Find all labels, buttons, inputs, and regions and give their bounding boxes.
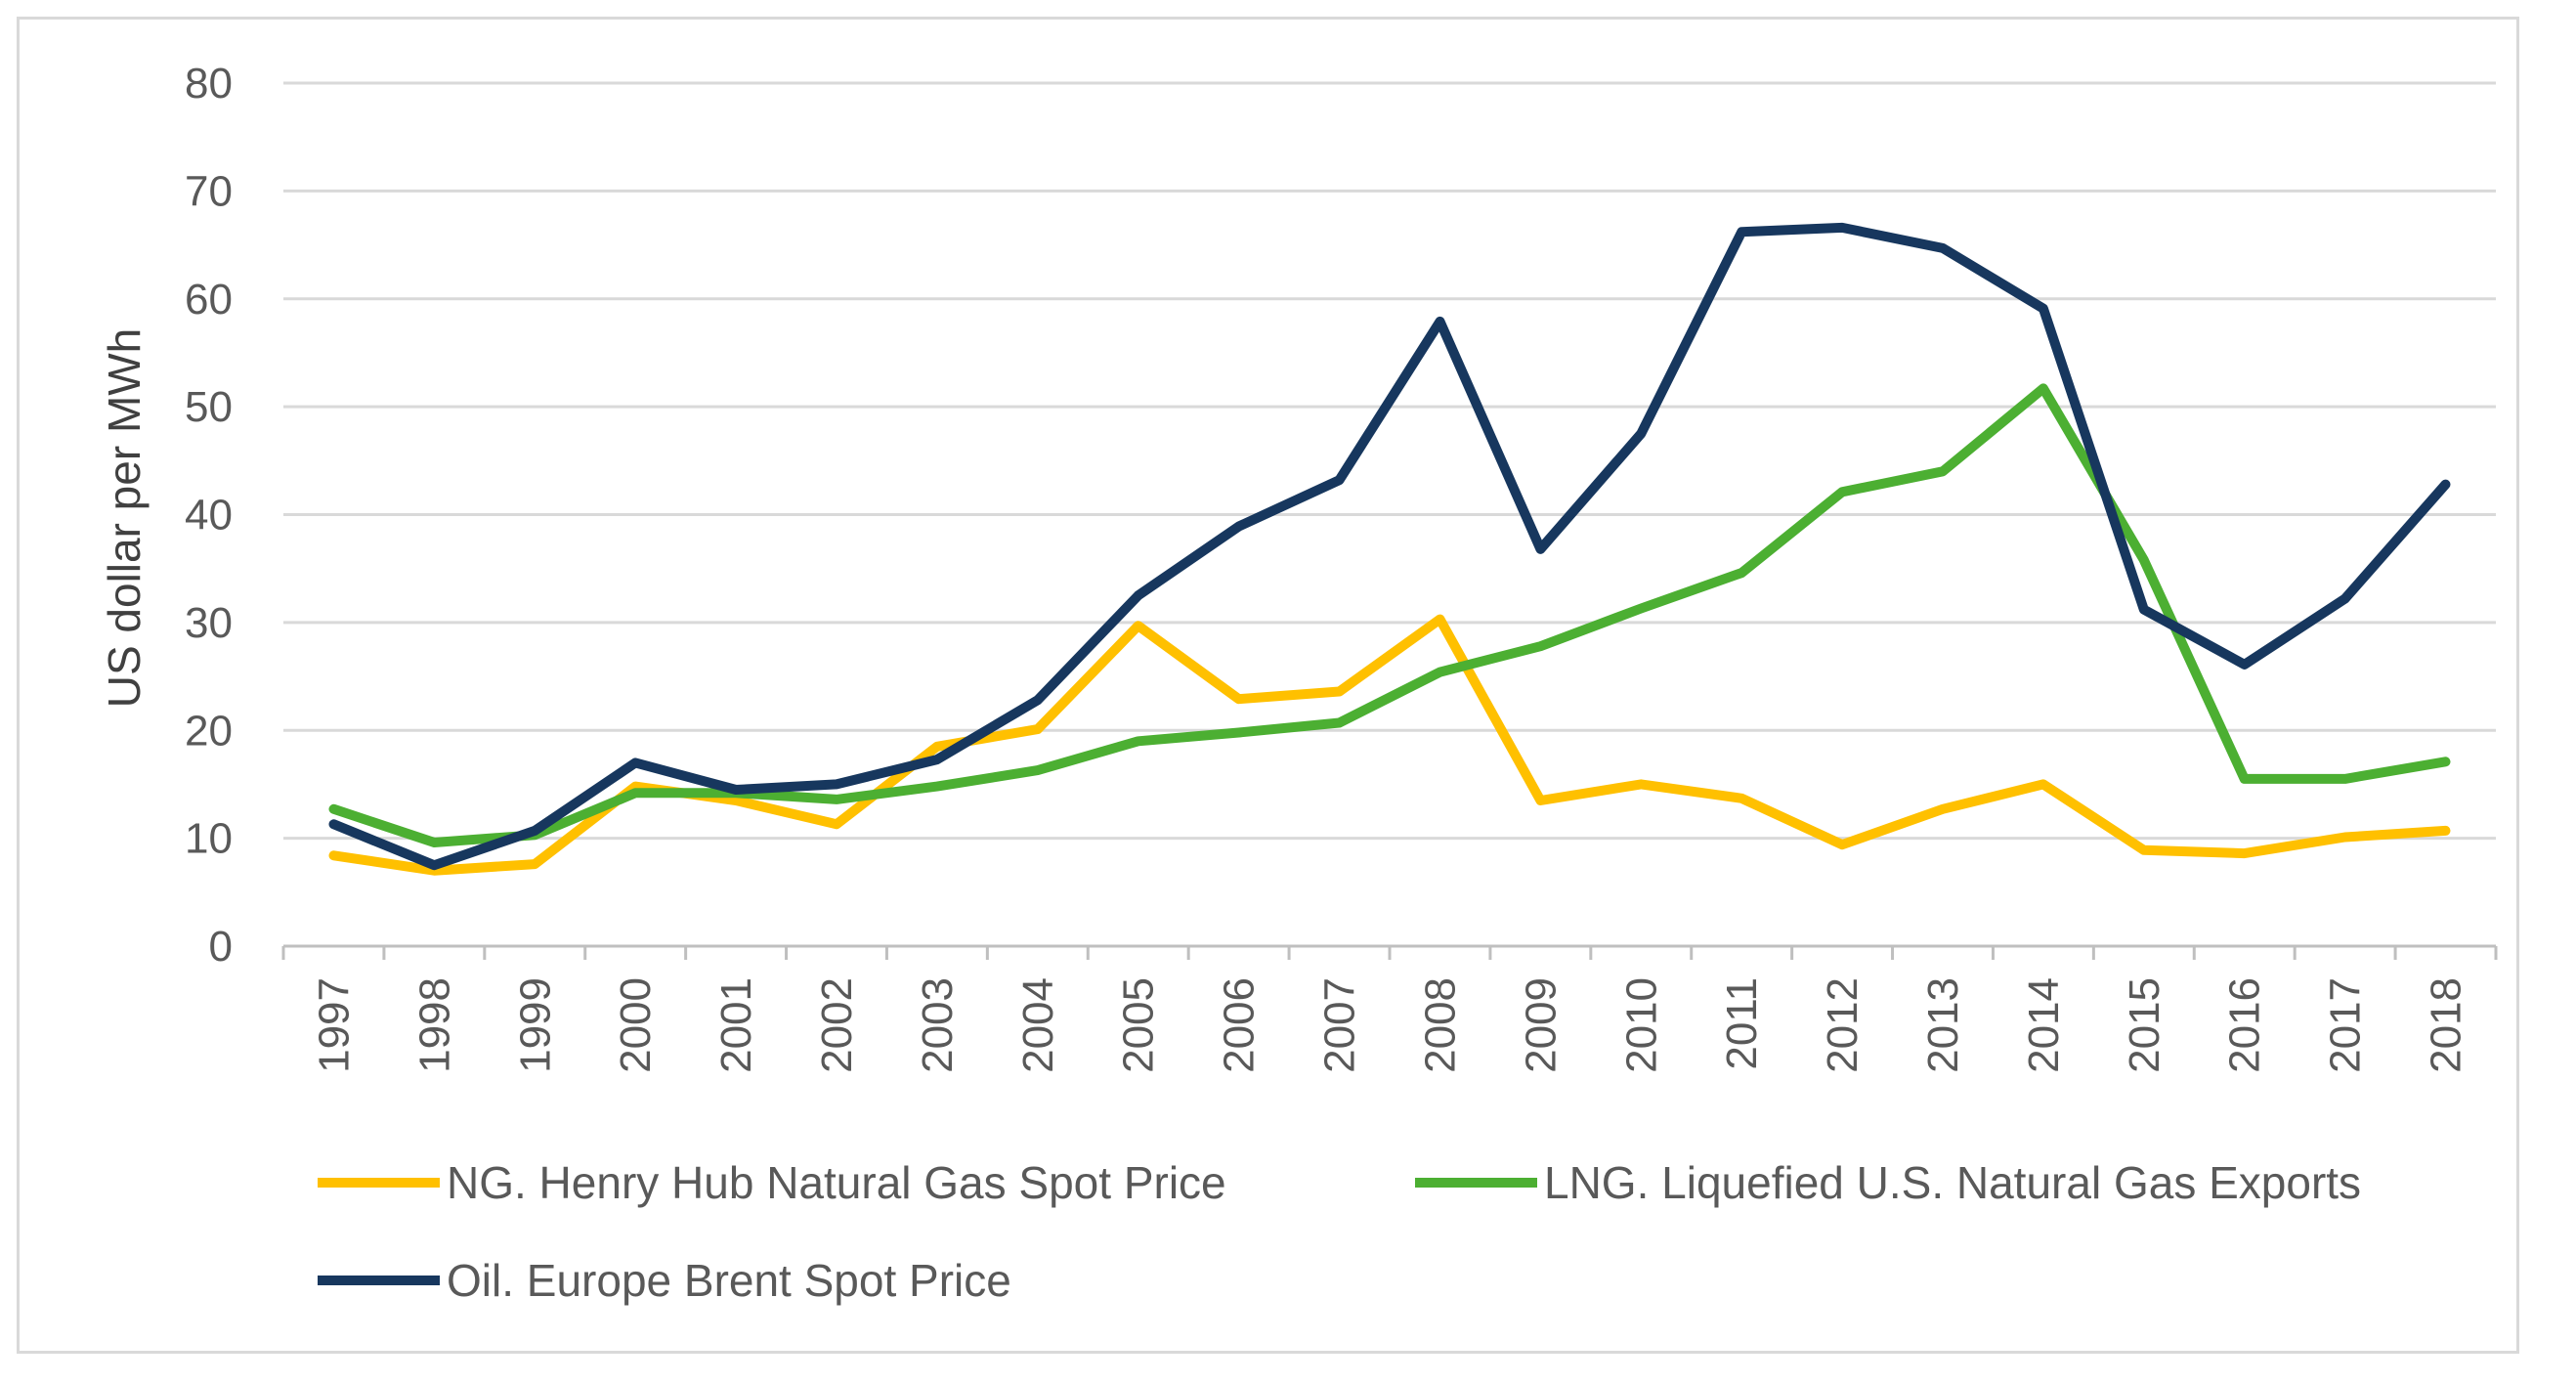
- x-tick-label: 2005: [1115, 977, 1163, 1073]
- x-tick-label: 2014: [2020, 977, 2068, 1073]
- y-tick-label: 30: [185, 599, 233, 647]
- x-tick-label: 2016: [2221, 977, 2269, 1073]
- legend-label: LNG. Liquefied U.S. Natural Gas Exports: [1544, 1157, 2361, 1208]
- y-tick-label: 20: [185, 707, 233, 755]
- y-tick-label: 40: [185, 492, 233, 540]
- x-tick-label: 2001: [712, 977, 760, 1073]
- x-tick-label: 2000: [612, 977, 660, 1073]
- x-tick-labels: 1997 1998 1999 2000 2001 2002 2003 2004 2005 2006…: [310, 977, 2469, 1073]
- x-tick-label: 2003: [914, 977, 962, 1073]
- x-tick-label: 1999: [511, 977, 559, 1073]
- x-tick-label: 2017: [2322, 977, 2370, 1073]
- x-tick-label: 2007: [1316, 977, 1364, 1073]
- x-tick-label: 2004: [1014, 977, 1062, 1073]
- x-tick-label: 2008: [1416, 977, 1464, 1073]
- x-tick-label: 2015: [2121, 977, 2168, 1073]
- x-tick-label: 2012: [1819, 977, 1867, 1073]
- legend-label: Oil. Europe Brent Spot Price: [447, 1255, 1011, 1306]
- y-tick-label: 50: [185, 383, 233, 431]
- series-line-2: [328, 383, 2451, 847]
- series-line-1: [328, 614, 2451, 876]
- x-tick-label: 2006: [1216, 977, 1264, 1073]
- x-tick-label: 2018: [2423, 977, 2470, 1073]
- x-tick-label: 2009: [1517, 977, 1565, 1073]
- gridlines: [283, 81, 2496, 841]
- series-lines: [328, 222, 2451, 876]
- axes: [281, 944, 2498, 960]
- y-tick-label: 60: [185, 276, 233, 324]
- legend: NG. Henry Hub Natural Gas Spot Price LNG.…: [318, 1157, 2361, 1306]
- y-tick-label: 10: [185, 815, 233, 863]
- x-tick-label: 1997: [310, 977, 358, 1073]
- y-axis-label: US dollar per MWh: [99, 328, 150, 709]
- series-line-3: [328, 222, 2451, 871]
- y-tick-label: 80: [185, 60, 233, 108]
- x-tick-label: 1998: [410, 977, 458, 1073]
- y-tick-labels: 0 10 20 30 40 50 60 70 80: [185, 60, 233, 971]
- x-tick-label: 2002: [813, 977, 861, 1073]
- x-tick-label: 2013: [1919, 977, 1967, 1073]
- x-tick-label: 2010: [1617, 977, 1665, 1073]
- chart-frame: [17, 17, 2519, 1354]
- x-tick-label: 2011: [1718, 977, 1766, 1070]
- legend-label: NG. Henry Hub Natural Gas Spot Price: [447, 1157, 1226, 1208]
- y-tick-label: 70: [185, 167, 233, 215]
- y-tick-label: 0: [209, 923, 233, 971]
